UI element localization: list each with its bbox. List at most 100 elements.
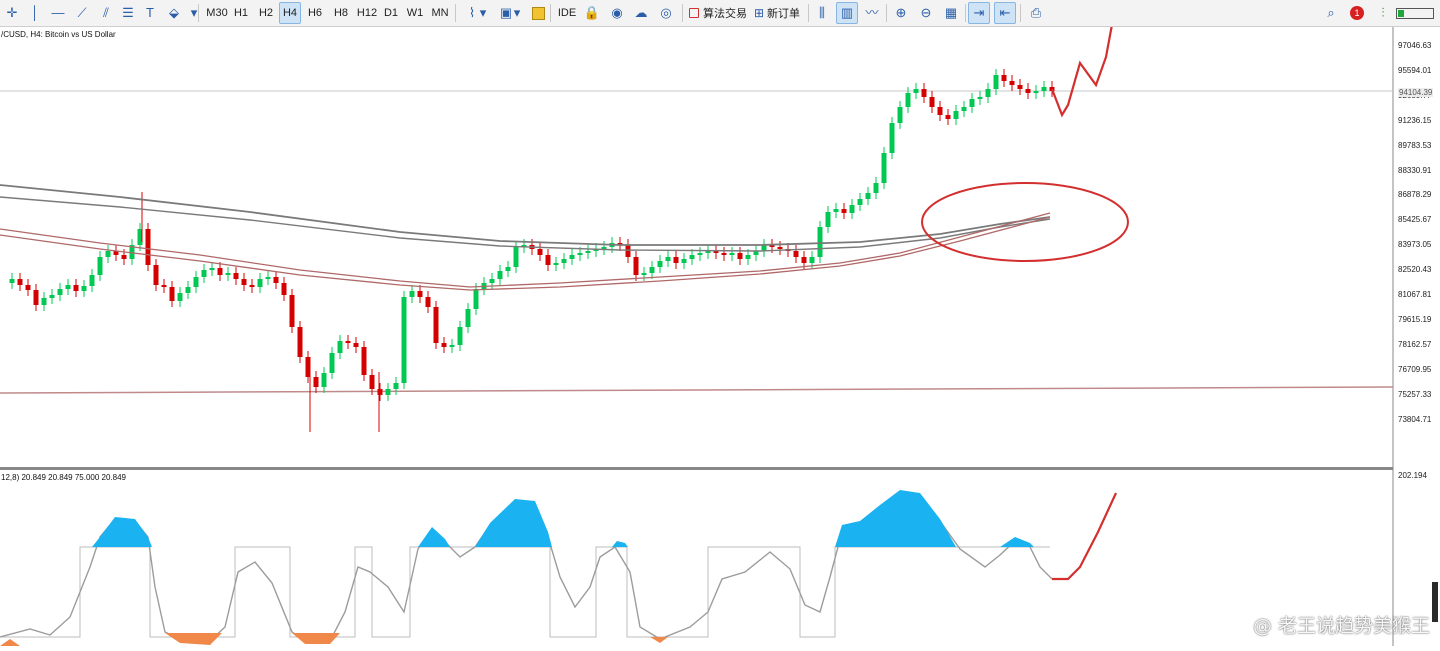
templates-button[interactable]: ▣ [494,2,518,24]
signals-button[interactable]: ◉ [607,2,627,24]
bull-candle [137,229,143,245]
timeframe-w1[interactable]: W1 [406,7,424,19]
indicators-button[interactable]: ⌇ [460,2,484,24]
toolbar-separator [808,4,809,22]
bull-candle [505,267,511,271]
timeframe-h1[interactable]: H1 [233,7,249,19]
search-button[interactable]: ⌕ [1322,2,1340,24]
indicator-caption: 12,8) 20.849 20.849 75.000 20.849 [1,473,126,482]
bull-candle [825,212,831,227]
chart-shift-icon: ⇤ [999,5,1011,20]
bar-chart-mode[interactable] [530,2,546,24]
templates-dropdown[interactable]: ▾ [512,2,522,24]
bull-candle [97,257,103,275]
bear-candle [945,115,951,119]
trend-line-tool[interactable]: ⟋ [72,2,92,24]
bull-candle [913,89,919,93]
current-price-label: 94104.39 [1398,88,1434,97]
screenshot-button[interactable]: ⎙ [1026,2,1046,24]
bull-candle [665,257,671,261]
channel-tool[interactable]: ⫽ [96,2,116,24]
price-axis-label: 82520.43 [1398,265,1432,275]
price-axis-label: 83973.05 [1398,240,1432,250]
bull-candle [657,261,663,267]
screenshot-icon: ⎙ [1030,5,1042,20]
timeframe-m30[interactable]: M30 [206,7,228,19]
chart-shift-button[interactable]: ⇤ [994,2,1016,24]
bull-candle [817,227,823,257]
bull-candle [257,279,263,287]
bull-candle [593,249,599,251]
shapes-tool[interactable]: ⬙ [164,2,184,24]
autoscroll-icon: ⇥ [973,5,985,20]
bear-candle [1025,89,1031,93]
timeframe-d1[interactable]: D1 [383,7,399,19]
bar-chart-button[interactable]: ⫼ [812,2,832,24]
watermark: @ 老王说趋势美猴王 [1252,615,1430,637]
trend-line-icon: ⟋ [77,5,87,20]
text-icon: T [146,5,154,20]
price-axis-label: 73804.71 [1398,414,1432,424]
chevron-down-tool[interactable]: ▾ [184,2,204,24]
bull-candle [753,251,759,255]
candle-chart-button[interactable]: ▥ [836,2,858,24]
autoscroll-button[interactable]: ⇥ [968,2,990,24]
vps-button[interactable]: ◎ [656,2,676,24]
new-order-button[interactable]: ⊞ 新订单 [752,2,802,24]
signal-strength-button[interactable]: ⫶ [1374,2,1392,24]
bull-candle [641,273,647,275]
bear-candle [233,273,239,279]
bull-candle [697,253,703,255]
bull-candle [385,389,391,395]
shapes-icon: ⬙ [169,5,179,20]
text-tool[interactable]: T [140,2,160,24]
timeframe-h4[interactable]: H4 [279,2,301,24]
vertical-line-icon: │ [30,5,40,20]
cloud-button[interactable]: ☁ [631,2,651,24]
overbought-fill [835,490,956,547]
main-toolbar: ✛ │ — ⟋ ⫽ ☰ T ⬙ ▾ M30 H1 H2 H4 H6 H8 H12 D1 W1 MN ⌇ ▾ ▣ ▾ IDE 🔒 ◉… [0,0,1440,27]
bear-candle [633,257,639,275]
price-axis-label: 75257.33 [1398,389,1432,399]
timeframe-h8[interactable]: H8 [333,7,349,19]
bull-candle [689,255,695,259]
zoom-in-button[interactable]: ⊕ [891,2,911,24]
annotation-forecast-price [1050,2,1118,118]
zoom-out-button[interactable]: ⊖ [916,2,936,24]
cursor-tool[interactable]: ✛ [2,2,22,24]
timeframe-h2[interactable]: H2 [258,7,274,19]
timeframe-mn[interactable]: MN [431,7,449,19]
timeframe-h12[interactable]: H12 [356,7,378,19]
horizontal-line-tool[interactable]: — [48,2,68,24]
notifications-button[interactable]: 1 [1346,2,1368,24]
bear-candle [313,377,319,387]
lock-icon: 🔒 [583,5,601,20]
bull-candle [649,267,655,273]
bull-candle [577,253,583,255]
indicators-dropdown[interactable]: ▾ [478,2,488,24]
bear-candle [297,327,303,357]
bear-candle [377,389,383,395]
notification-badge: 1 [1350,6,1364,20]
algo-trading-label: 算法交易 [703,8,747,20]
vertical-line-tool[interactable]: │ [25,2,45,24]
bull-candle [809,257,815,263]
grid-button[interactable]: ▦ [941,2,961,24]
cursor-icon: ✛ [6,5,18,20]
bar-chart-icon: ⫼ [819,5,825,20]
zoom-in-icon: ⊕ [895,5,907,20]
bull-candle [105,251,111,257]
search-icon: ⌕ [1327,5,1335,20]
fibonacci-tool[interactable]: ☰ [118,2,138,24]
toolbar-separator [886,4,887,22]
bull-candle [601,247,607,249]
timeframe-h6[interactable]: H6 [307,7,323,19]
bear-candle [33,290,39,305]
ide-button[interactable]: IDE [557,7,577,19]
algo-trading-button[interactable]: 算法交易 [688,2,748,24]
bear-candle [289,295,295,327]
line-chart-button[interactable]: 〰 [862,2,882,24]
lock-button[interactable]: 🔒 [582,2,602,24]
